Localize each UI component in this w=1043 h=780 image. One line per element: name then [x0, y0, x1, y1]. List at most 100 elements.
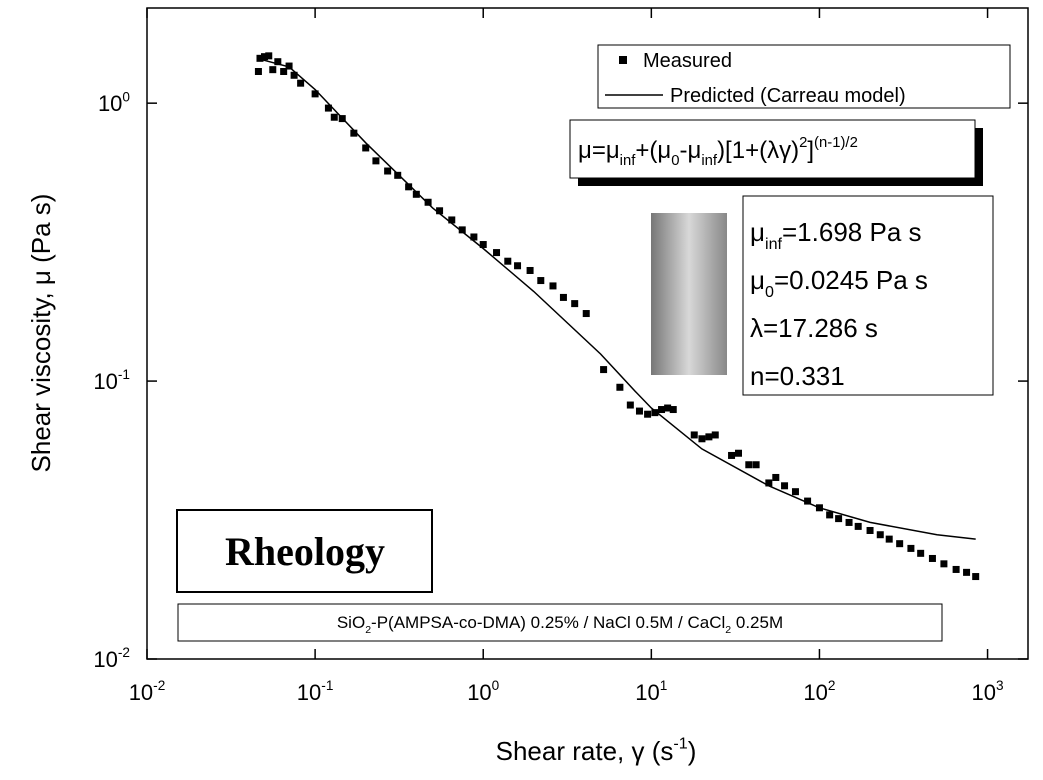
- tick-base: 10: [129, 680, 153, 705]
- text-part: +(μ: [635, 137, 671, 164]
- y-tick-label: 100: [98, 89, 130, 116]
- data-point: [781, 482, 789, 490]
- x-tick-label: 101: [635, 678, 667, 705]
- y-tick-label: 10-2: [93, 645, 130, 672]
- subscript: 2: [725, 624, 731, 636]
- tick-base: 10: [93, 647, 117, 672]
- data-point: [274, 58, 282, 66]
- data-point: [669, 406, 677, 414]
- data-point: [826, 511, 834, 519]
- legend-label: Measured: [643, 50, 732, 72]
- tick-exponent: -2: [153, 678, 165, 693]
- data-point: [582, 310, 590, 318]
- parameter: n=0.331: [750, 361, 845, 391]
- data-point: [616, 383, 624, 391]
- data-point: [963, 568, 971, 576]
- tick-base: 10: [467, 680, 491, 705]
- tick-exponent: 1: [660, 678, 668, 693]
- tick-base: 10: [972, 680, 996, 705]
- x-tick-label: 10-2: [129, 678, 166, 705]
- text-part: μ=μ: [578, 137, 620, 164]
- data-point: [658, 406, 666, 414]
- data-point: [448, 216, 456, 224]
- text-part: -μ: [680, 137, 702, 164]
- tick-exponent: -1: [118, 367, 130, 382]
- label-box: [176, 509, 433, 593]
- data-point: [711, 431, 719, 439]
- data-point: [644, 410, 652, 418]
- data-point: [940, 560, 948, 568]
- data-point: [876, 531, 884, 539]
- text-part: ]: [807, 137, 814, 164]
- text-part: =1.698 Pa s: [782, 217, 922, 247]
- data-point: [772, 473, 780, 481]
- data-point: [479, 241, 487, 249]
- tick-exponent: 0: [492, 678, 500, 693]
- data-point: [285, 62, 293, 70]
- y-tick-label: 10-1: [93, 367, 130, 394]
- x-axis-title: Shear rate, γ (s-1): [496, 734, 697, 766]
- subscript: inf: [701, 153, 718, 169]
- data-point: [256, 54, 264, 62]
- subscript: 0: [671, 153, 679, 169]
- data-point: [928, 554, 936, 562]
- data-point: [254, 67, 262, 75]
- data-point: [917, 549, 925, 557]
- data-point: [261, 53, 269, 61]
- data-point: [635, 407, 643, 415]
- data-point: [470, 233, 478, 241]
- x-tick-label: 102: [803, 678, 835, 705]
- data-point: [907, 544, 915, 552]
- subscript: 2: [365, 624, 371, 636]
- plot-frame: [146, 7, 1029, 660]
- data-point: [290, 71, 298, 79]
- text-part: λ=17.286 s: [750, 313, 878, 343]
- data-point: [571, 300, 579, 308]
- tick-base: 10: [93, 369, 117, 394]
- data-point: [324, 104, 332, 112]
- supscript: (n-1)/2: [814, 135, 858, 151]
- parameter-box: [742, 195, 994, 396]
- data-point: [549, 282, 557, 290]
- data-point: [896, 540, 904, 548]
- tick-base: 10: [803, 680, 827, 705]
- text-part: SiO: [337, 613, 365, 632]
- subscript: inf: [765, 235, 783, 253]
- data-point: [804, 497, 812, 505]
- data-point: [559, 293, 567, 301]
- data-point: [311, 90, 319, 98]
- data-point: [504, 257, 512, 265]
- data-point: [350, 129, 358, 137]
- text-part: ): [688, 736, 697, 766]
- legend-box: [597, 44, 1011, 109]
- x-tick-label: 10-1: [297, 678, 334, 705]
- data-point: [424, 198, 432, 206]
- data-point: [600, 366, 608, 374]
- data-point: [752, 461, 760, 469]
- data-point: [972, 573, 980, 581]
- data-point: [765, 479, 773, 487]
- text-part: )[1+(λγ): [717, 137, 799, 164]
- data-point: [526, 266, 534, 274]
- data-point: [372, 157, 380, 165]
- text-part: n=0.331: [750, 361, 845, 391]
- data-point: [265, 52, 273, 60]
- data-point: [412, 190, 420, 198]
- model-line: [256, 57, 976, 540]
- data-point: [514, 262, 522, 270]
- y-axis-title: Shear viscosity, μ (Pa s): [26, 194, 56, 473]
- data-point: [745, 461, 753, 469]
- legend-label: Predicted (Carreau model): [670, 85, 906, 107]
- data-point: [690, 431, 698, 439]
- text-part: =0.0245 Pa s: [774, 265, 928, 295]
- supscript: 2: [799, 135, 807, 151]
- data-point: [269, 66, 277, 74]
- rheology-label: Rheology: [225, 529, 385, 574]
- text-part: 0.25M: [731, 613, 783, 632]
- caption-box: [177, 603, 943, 642]
- data-point: [458, 226, 466, 234]
- parameter: μinf=1.698 Pa s: [750, 217, 922, 253]
- data-point: [651, 409, 659, 417]
- parameter: μ0=0.0245 Pa s: [750, 265, 928, 301]
